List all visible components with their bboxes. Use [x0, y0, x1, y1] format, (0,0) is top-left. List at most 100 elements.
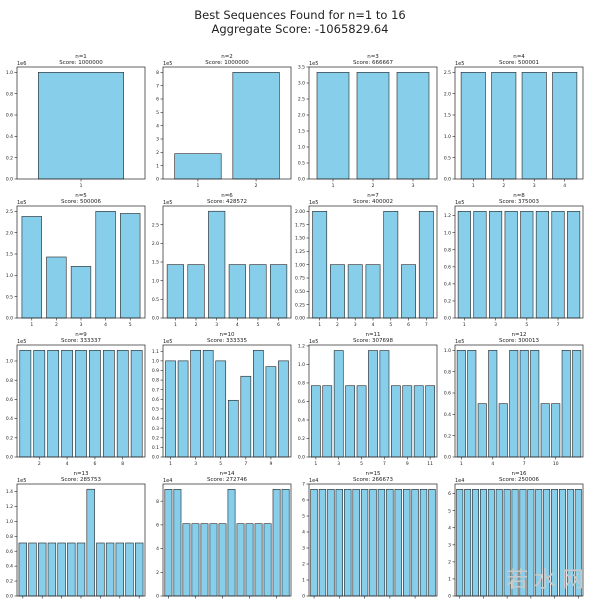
y-tick-label: 0.6 [152, 397, 159, 403]
bar [208, 210, 226, 319]
y-tick-label: 0.25 [295, 302, 305, 308]
subplot-score: Score: 500001 [499, 60, 539, 66]
y-tick-label: 4 [302, 530, 305, 536]
y-tick-label: 3.5 [298, 65, 305, 71]
y-tick-label: 2.0 [444, 91, 451, 97]
y-tick-label: 0.0 [152, 455, 159, 461]
bar [368, 350, 378, 458]
y-tick-label: 0.6 [444, 264, 451, 270]
y-exponent-label: 1e5 [455, 339, 464, 345]
x-tick-label: 5 [219, 461, 222, 467]
plot-frame [162, 66, 292, 180]
y-tick-label: 6 [156, 522, 159, 528]
bar [460, 72, 486, 180]
y-tick-label: 1 [302, 578, 305, 584]
y-tick-label: 1.2 [6, 504, 13, 510]
y-tick-label: 7 [302, 482, 305, 488]
bar [272, 489, 281, 597]
y-exponent-label: 1e5 [309, 61, 318, 67]
bar [38, 72, 124, 180]
subplot-title: n=2 [221, 54, 233, 60]
bar [263, 523, 272, 597]
y-tick-label: 2.5 [298, 97, 305, 103]
subplot-title: n=4 [513, 54, 525, 60]
bar [227, 489, 236, 597]
x-tick-label: 8 [121, 461, 124, 467]
bar [552, 72, 578, 180]
bar [86, 488, 95, 597]
bar [335, 489, 343, 597]
y-tick-label: 1.5 [444, 113, 451, 119]
bar [249, 264, 267, 319]
x-tick-label: 4 [491, 461, 494, 467]
bar [504, 211, 518, 319]
y-tick-label: 1.25 [295, 249, 305, 255]
subplot-score: Score: 400002 [353, 199, 393, 205]
subplot-title: n=10 [219, 332, 235, 338]
bar [403, 489, 411, 597]
y-tick-label: 0.2 [6, 155, 13, 161]
x-tick-label: 2 [195, 322, 198, 328]
bar [401, 264, 416, 319]
bar [164, 489, 173, 597]
y-exponent-label: 1e5 [17, 200, 26, 206]
watermark: 若水网 [505, 568, 590, 593]
bar [360, 489, 369, 597]
x-tick-label: 1 [80, 183, 83, 189]
bar [369, 489, 377, 597]
bar [352, 489, 360, 597]
bar [473, 211, 487, 319]
x-tick-label: 3 [337, 461, 340, 467]
subplot-score: Score: 428572 [207, 199, 247, 205]
bar [218, 523, 227, 597]
y-tick-label: 6 [448, 491, 451, 497]
y-tick-label: 0.75 [295, 276, 305, 282]
bar [174, 153, 222, 180]
subplot-score: Score: 285753 [61, 477, 102, 483]
y-tick-label: 0.0 [6, 594, 13, 600]
bar [356, 385, 367, 458]
bar [228, 264, 246, 319]
bar [177, 360, 189, 458]
bar [520, 211, 534, 319]
y-tick-label: 0.4 [444, 281, 451, 287]
y-tick-label: 0.8 [152, 378, 159, 384]
y-tick-label: 0 [156, 177, 159, 183]
bar [173, 489, 182, 597]
subplot-score: Score: 666667 [353, 60, 394, 66]
bar [102, 350, 115, 458]
bar [551, 403, 561, 458]
bar [89, 350, 101, 458]
bar [21, 216, 42, 319]
y-tick-label: 1.1 [152, 349, 159, 355]
plot-frame [454, 66, 584, 180]
y-tick-label: 1.0 [6, 70, 13, 76]
y-tick-label: 3.0 [298, 81, 305, 87]
y-exponent-label: 1e5 [455, 200, 464, 206]
bar [347, 264, 363, 319]
bar [413, 385, 424, 458]
y-tick-label: 0.4 [6, 134, 13, 140]
y-tick-label: 1.5 [152, 260, 159, 266]
y-tick-label: 3 [448, 542, 451, 548]
subplot-score: Score: 266673 [353, 477, 394, 483]
y-tick-label: 0.4 [6, 416, 13, 422]
y-tick-label: 2.0 [6, 230, 13, 236]
x-tick-label: 5 [257, 322, 260, 328]
bar [96, 542, 105, 597]
bar [464, 489, 472, 597]
bar [135, 542, 144, 597]
x-tick-label: 10 [553, 461, 559, 467]
bar [551, 211, 565, 319]
y-tick-label: 2.0 [152, 241, 159, 247]
y-exponent-label: 1e5 [309, 200, 318, 206]
subplot-title: n=14 [219, 471, 235, 477]
plot-frame [308, 344, 438, 458]
y-tick-label: 0.0 [444, 177, 451, 183]
